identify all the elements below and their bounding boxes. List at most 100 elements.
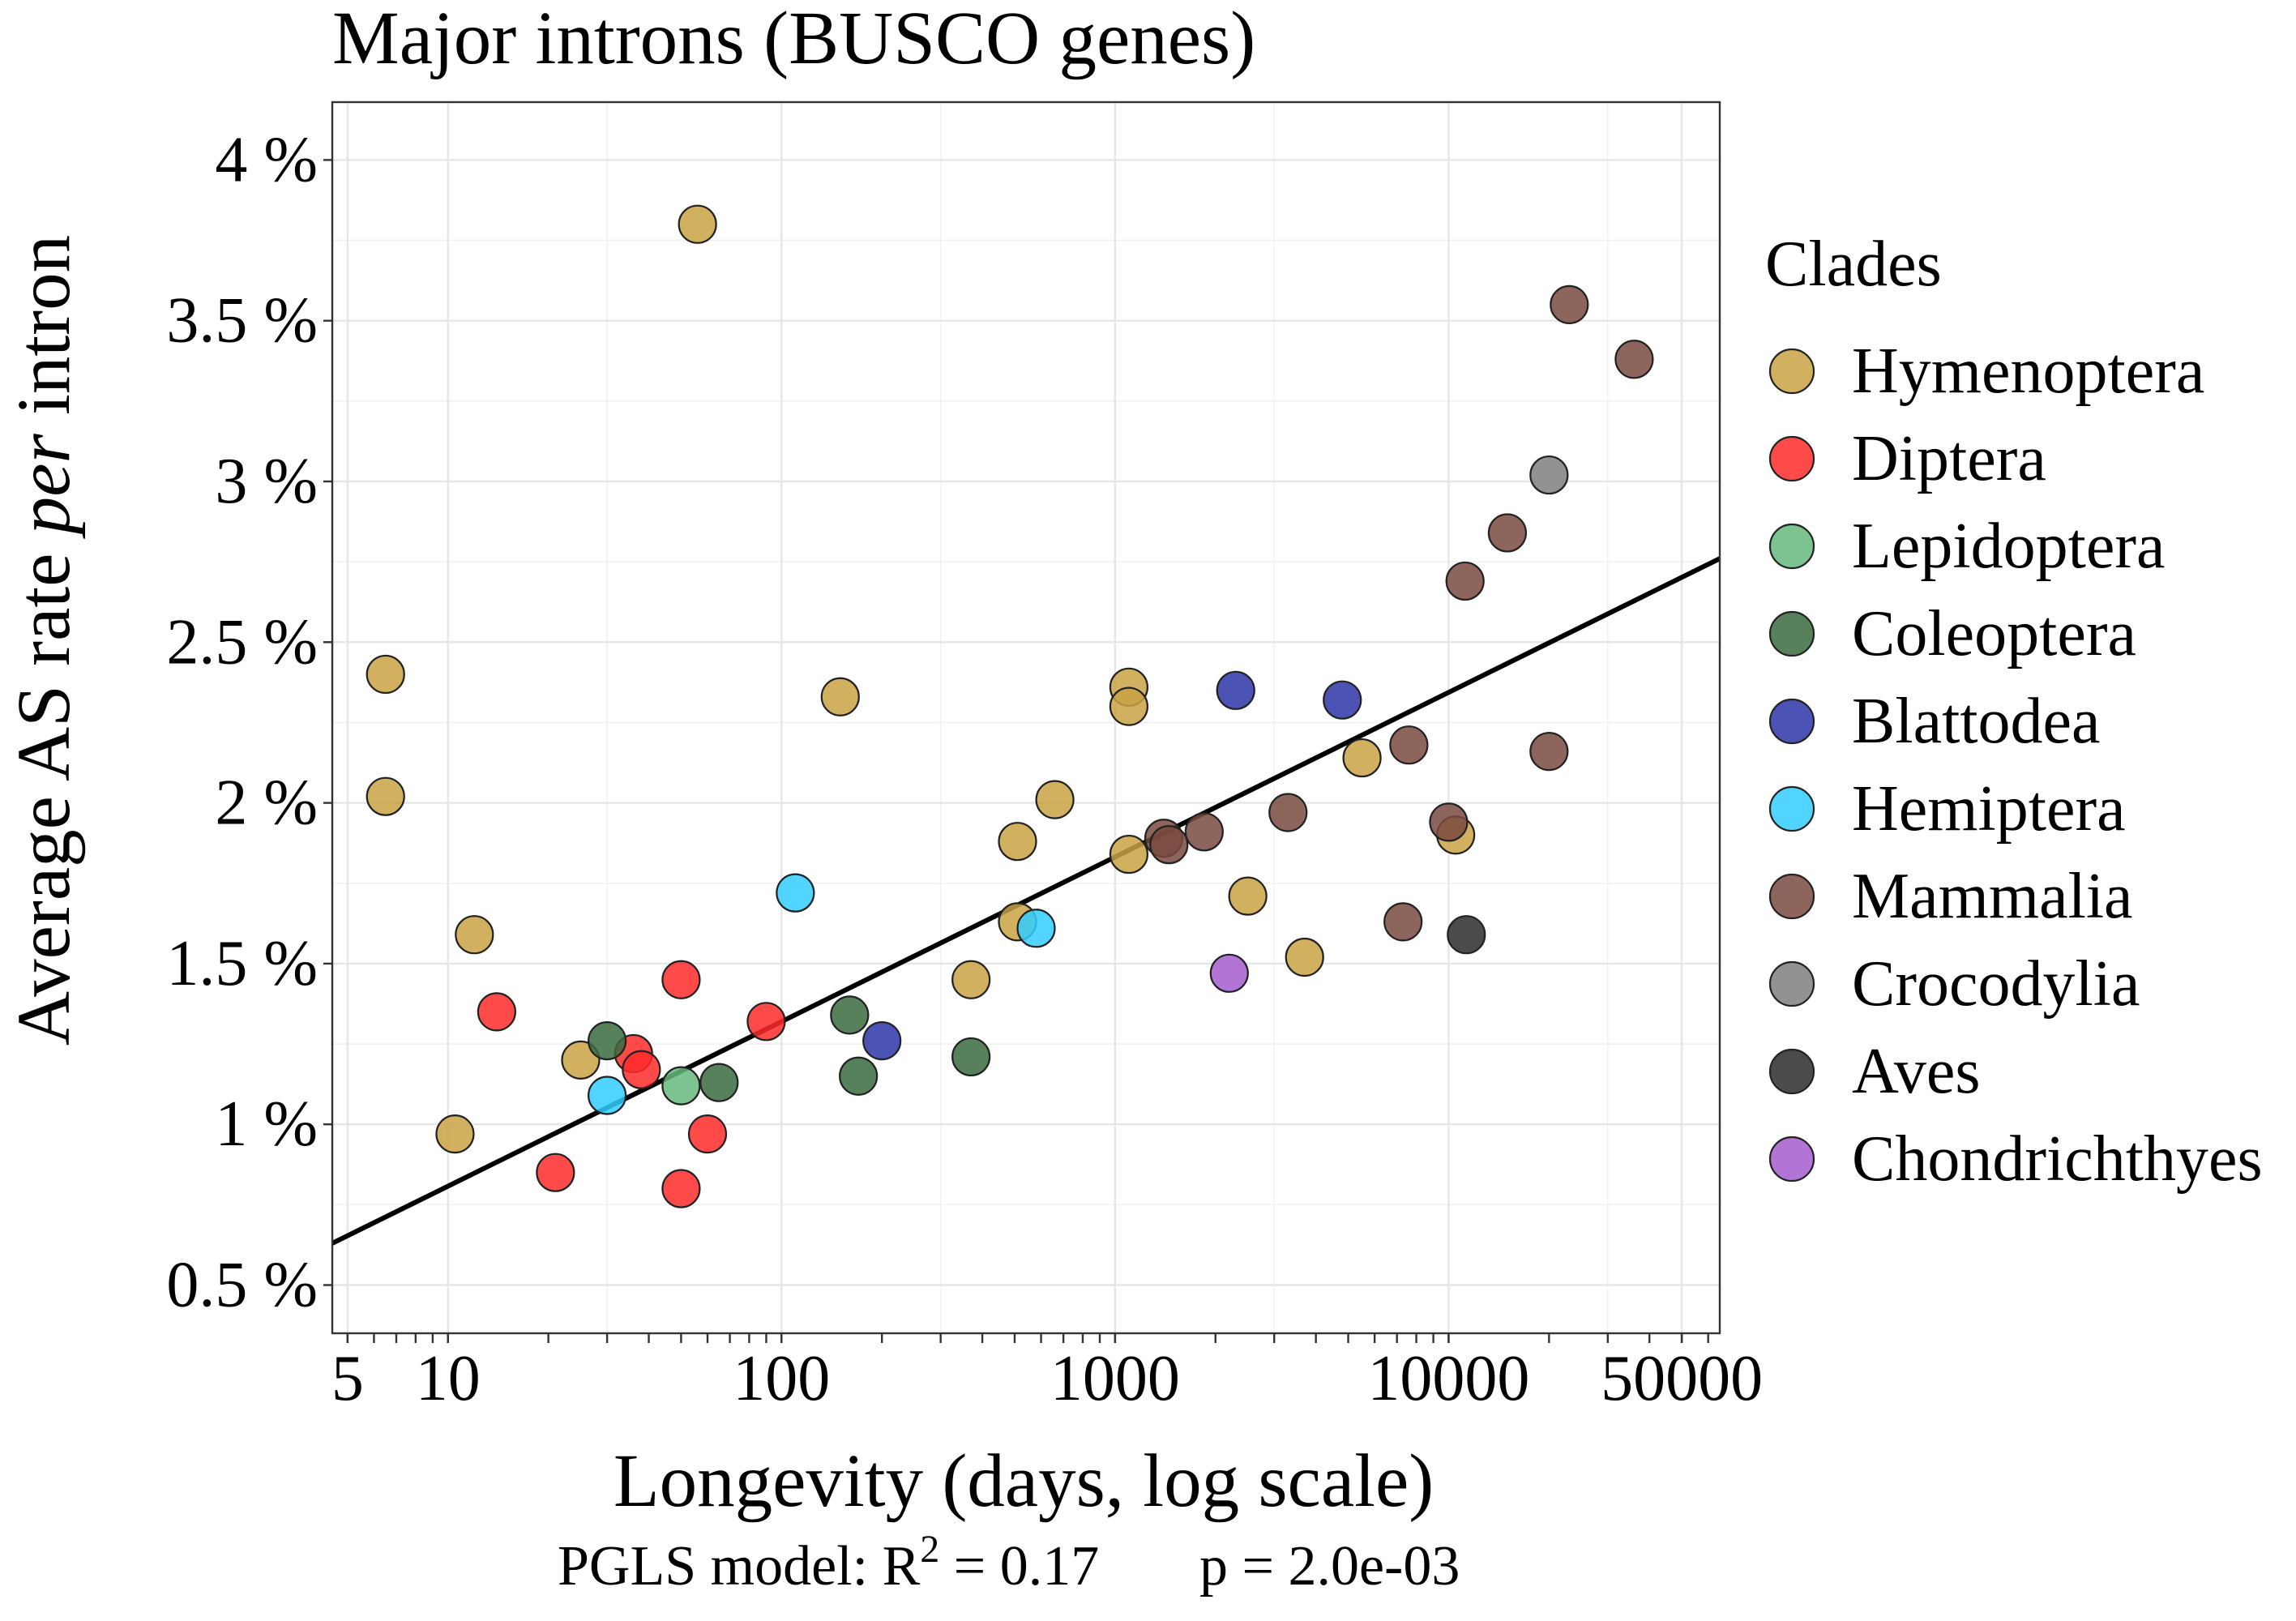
- point-hymenoptera: [1109, 834, 1148, 875]
- x-axis-label: Longevity (days, log scale): [614, 1439, 1434, 1523]
- pgls-fit-line: [331, 556, 1721, 1246]
- y-axis-label-prefix: Average AS rate: [2, 534, 86, 1046]
- point-diptera: [661, 1169, 701, 1208]
- legend-label-blattodea: Blattodea: [1852, 686, 2101, 757]
- grid: [332, 102, 1720, 1333]
- point-hymenoptera: [998, 822, 1037, 862]
- legend-label-hymenoptera: Hymenoptera: [1852, 336, 2204, 407]
- point-hymenoptera: [561, 1040, 601, 1080]
- x-axis: 5 10 100 1000 10000 50000: [331, 1333, 1763, 1414]
- point-chondrichthyes: [1209, 953, 1249, 993]
- y-tick-label: 1 %: [215, 1089, 318, 1160]
- point-hymenoptera: [951, 960, 991, 999]
- point-mammalia: [1383, 902, 1423, 942]
- point-mammalia: [1550, 284, 1589, 324]
- x-tick-label: 1000: [1050, 1343, 1180, 1414]
- x-tick-label: 50000: [1601, 1343, 1763, 1414]
- y-tick-label: 1.5 %: [166, 928, 318, 999]
- point-hymenoptera: [366, 654, 405, 695]
- point-mammalia: [1429, 802, 1469, 842]
- x-tick-label: 100: [733, 1343, 830, 1414]
- fit-line-layer: [331, 556, 1721, 1246]
- y-tick-label: 4 %: [215, 124, 318, 195]
- legend-key-hymenoptera: [1768, 348, 1815, 395]
- point-blattodea: [1323, 680, 1362, 720]
- pgls-annotation-r2: = 0.17: [939, 1535, 1099, 1597]
- point-mammalia: [1149, 825, 1189, 865]
- legend-label-diptera: Diptera: [1852, 423, 2046, 494]
- legend: Hymenoptera Diptera Lepidoptera Coleoptera B…: [1768, 336, 2263, 1195]
- legend-label-mammalia: Mammalia: [1852, 861, 2133, 932]
- point-hymenoptera: [1228, 876, 1268, 916]
- legend-label-aves: Aves: [1852, 1036, 1980, 1107]
- point-mammalia: [1389, 725, 1429, 765]
- point-mammalia: [1184, 812, 1224, 852]
- y-axis: 0.5 % 1 % 1.5 % 2 % 2.5 % 3 % 3.5 % 4 %: [166, 124, 332, 1321]
- plot-panel-border: [331, 101, 1721, 1335]
- legend-key-diptera: [1768, 435, 1815, 482]
- point-hymenoptera: [678, 204, 717, 244]
- pgls-annotation-superscript: 2: [920, 1528, 939, 1571]
- legend-key-crocodylia: [1768, 960, 1815, 1007]
- x-tick-label: 5: [331, 1343, 364, 1414]
- y-tick-label: 3 %: [215, 446, 318, 517]
- point-crocodylia: [1529, 455, 1569, 495]
- legend-title: Clades: [1765, 229, 1942, 300]
- legend-label-crocodylia: Crocodylia: [1852, 948, 2140, 1020]
- point-hymenoptera: [1109, 686, 1148, 726]
- point-hemiptera: [587, 1076, 627, 1115]
- legend-key-hemiptera: [1768, 785, 1815, 832]
- point-coleoptera: [830, 995, 870, 1035]
- point-hymenoptera: [1342, 738, 1382, 778]
- legend-key-aves: [1768, 1048, 1815, 1095]
- x-tick-label: 10000: [1367, 1343, 1529, 1414]
- point-hemiptera: [776, 873, 815, 913]
- point-blattodea: [862, 1020, 902, 1061]
- legend-label-chondrichthyes: Chondrichthyes: [1852, 1123, 2263, 1195]
- point-mammalia: [1445, 561, 1485, 601]
- pgls-annotation: PGLS model: R2 = 0.17: [558, 1528, 1099, 1597]
- legend-label-coleoptera: Coleoptera: [1852, 598, 2136, 669]
- legend-key-blattodea: [1768, 698, 1815, 745]
- y-tick-label: 3.5 %: [166, 285, 318, 357]
- point-mammalia: [1614, 340, 1654, 379]
- point-diptera: [746, 1002, 786, 1041]
- pgls-annotation-p-value: p = 2.0e-03: [1199, 1535, 1460, 1597]
- point-diptera: [687, 1114, 728, 1154]
- point-coleoptera: [839, 1056, 879, 1096]
- point-coleoptera: [699, 1063, 739, 1102]
- point-hymenoptera: [1035, 780, 1075, 819]
- legend-key-coleoptera: [1768, 610, 1815, 657]
- point-hymenoptera: [455, 915, 494, 955]
- legend-label-hemiptera: Hemiptera: [1852, 773, 2126, 845]
- point-diptera: [661, 960, 701, 999]
- point-hymenoptera: [435, 1114, 475, 1154]
- point-coleoptera: [587, 1020, 627, 1061]
- point-hymenoptera: [366, 776, 405, 816]
- pgls-annotation-prefix: PGLS model: R: [558, 1535, 921, 1597]
- chart-title: Major introns (BUSCO genes): [332, 0, 1255, 80]
- point-diptera: [536, 1153, 575, 1192]
- y-axis-label-italic: per: [2, 433, 86, 539]
- y-tick-label: 2 %: [215, 768, 318, 839]
- y-tick-label: 0.5 %: [166, 1250, 318, 1321]
- point-mammalia: [1268, 793, 1308, 832]
- point-hemiptera: [1016, 909, 1056, 948]
- legend-key-lepidoptera: [1768, 523, 1815, 570]
- point-lepidoptera: [661, 1066, 701, 1106]
- point-diptera: [622, 1050, 661, 1089]
- y-tick-label: 2.5 %: [166, 606, 318, 678]
- point-diptera: [477, 992, 516, 1032]
- point-aves: [1447, 915, 1486, 955]
- y-axis-label-suffix: intron: [2, 235, 86, 434]
- x-tick-label: 10: [416, 1343, 481, 1414]
- data-points: [366, 204, 1654, 1208]
- point-mammalia: [1529, 732, 1569, 772]
- legend-key-chondrichthyes: [1768, 1136, 1815, 1183]
- legend-key-mammalia: [1768, 873, 1815, 920]
- point-hymenoptera: [820, 677, 860, 716]
- point-hymenoptera: [1285, 937, 1324, 977]
- y-axis-label: Average AS rate per intron: [2, 235, 86, 1046]
- point-coleoptera: [951, 1037, 991, 1077]
